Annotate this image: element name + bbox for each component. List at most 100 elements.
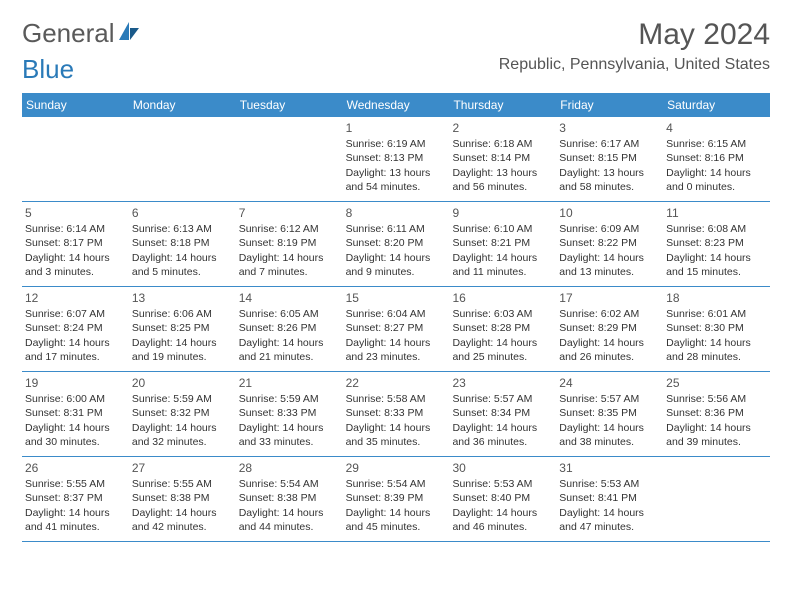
daylight-text: Daylight: 14 hours and 0 minutes. bbox=[666, 166, 767, 194]
daylight-text: Daylight: 14 hours and 25 minutes. bbox=[452, 336, 553, 364]
day-number: 3 bbox=[559, 120, 660, 136]
sunset-text: Sunset: 8:32 PM bbox=[132, 406, 233, 420]
daylight-text: Daylight: 14 hours and 19 minutes. bbox=[132, 336, 233, 364]
day-cell: 27Sunrise: 5:55 AMSunset: 8:38 PMDayligh… bbox=[129, 457, 236, 541]
day-number: 18 bbox=[666, 290, 767, 306]
sunrise-text: Sunrise: 6:17 AM bbox=[559, 137, 660, 151]
sunset-text: Sunset: 8:16 PM bbox=[666, 151, 767, 165]
week-row: 1Sunrise: 6:19 AMSunset: 8:13 PMDaylight… bbox=[22, 117, 770, 202]
daylight-text: Daylight: 14 hours and 13 minutes. bbox=[559, 251, 660, 279]
sunset-text: Sunset: 8:27 PM bbox=[346, 321, 447, 335]
daylight-text: Daylight: 14 hours and 17 minutes. bbox=[25, 336, 126, 364]
day-header: Monday bbox=[129, 93, 236, 117]
day-number: 30 bbox=[452, 460, 553, 476]
sunset-text: Sunset: 8:26 PM bbox=[239, 321, 340, 335]
day-cell: 19Sunrise: 6:00 AMSunset: 8:31 PMDayligh… bbox=[22, 372, 129, 456]
sunset-text: Sunset: 8:39 PM bbox=[346, 491, 447, 505]
daylight-text: Daylight: 14 hours and 32 minutes. bbox=[132, 421, 233, 449]
sunset-text: Sunset: 8:17 PM bbox=[25, 236, 126, 250]
daylight-text: Daylight: 14 hours and 42 minutes. bbox=[132, 506, 233, 534]
sunrise-text: Sunrise: 5:54 AM bbox=[239, 477, 340, 491]
sunset-text: Sunset: 8:34 PM bbox=[452, 406, 553, 420]
sunrise-text: Sunrise: 6:10 AM bbox=[452, 222, 553, 236]
day-cell: 29Sunrise: 5:54 AMSunset: 8:39 PMDayligh… bbox=[343, 457, 450, 541]
sunset-text: Sunset: 8:41 PM bbox=[559, 491, 660, 505]
day-number: 12 bbox=[25, 290, 126, 306]
sunset-text: Sunset: 8:40 PM bbox=[452, 491, 553, 505]
daylight-text: Daylight: 14 hours and 44 minutes. bbox=[239, 506, 340, 534]
day-cell: 11Sunrise: 6:08 AMSunset: 8:23 PMDayligh… bbox=[663, 202, 770, 286]
day-number: 29 bbox=[346, 460, 447, 476]
day-cell bbox=[22, 117, 129, 201]
logo-text-1: General bbox=[22, 18, 115, 49]
day-number: 7 bbox=[239, 205, 340, 221]
day-cell: 6Sunrise: 6:13 AMSunset: 8:18 PMDaylight… bbox=[129, 202, 236, 286]
day-number: 11 bbox=[666, 205, 767, 221]
sunset-text: Sunset: 8:24 PM bbox=[25, 321, 126, 335]
day-cell: 10Sunrise: 6:09 AMSunset: 8:22 PMDayligh… bbox=[556, 202, 663, 286]
daylight-text: Daylight: 14 hours and 45 minutes. bbox=[346, 506, 447, 534]
day-number: 6 bbox=[132, 205, 233, 221]
sunset-text: Sunset: 8:28 PM bbox=[452, 321, 553, 335]
sunrise-text: Sunrise: 6:02 AM bbox=[559, 307, 660, 321]
day-header: Sunday bbox=[22, 93, 129, 117]
day-cell: 9Sunrise: 6:10 AMSunset: 8:21 PMDaylight… bbox=[449, 202, 556, 286]
daylight-text: Daylight: 14 hours and 23 minutes. bbox=[346, 336, 447, 364]
day-number: 25 bbox=[666, 375, 767, 391]
sunrise-text: Sunrise: 6:05 AM bbox=[239, 307, 340, 321]
sunrise-text: Sunrise: 5:58 AM bbox=[346, 392, 447, 406]
day-number: 1 bbox=[346, 120, 447, 136]
sunset-text: Sunset: 8:23 PM bbox=[666, 236, 767, 250]
daylight-text: Daylight: 14 hours and 46 minutes. bbox=[452, 506, 553, 534]
day-cell: 20Sunrise: 5:59 AMSunset: 8:32 PMDayligh… bbox=[129, 372, 236, 456]
sunrise-text: Sunrise: 6:14 AM bbox=[25, 222, 126, 236]
day-number: 8 bbox=[346, 205, 447, 221]
sunset-text: Sunset: 8:33 PM bbox=[239, 406, 340, 420]
logo: General bbox=[22, 18, 141, 49]
sunrise-text: Sunrise: 6:15 AM bbox=[666, 137, 767, 151]
sunset-text: Sunset: 8:35 PM bbox=[559, 406, 660, 420]
day-cell: 17Sunrise: 6:02 AMSunset: 8:29 PMDayligh… bbox=[556, 287, 663, 371]
daylight-text: Daylight: 14 hours and 3 minutes. bbox=[25, 251, 126, 279]
daylight-text: Daylight: 14 hours and 38 minutes. bbox=[559, 421, 660, 449]
daylight-text: Daylight: 14 hours and 15 minutes. bbox=[666, 251, 767, 279]
day-header: Wednesday bbox=[343, 93, 450, 117]
daylight-text: Daylight: 14 hours and 41 minutes. bbox=[25, 506, 126, 534]
week-row: 12Sunrise: 6:07 AMSunset: 8:24 PMDayligh… bbox=[22, 287, 770, 372]
day-cell: 13Sunrise: 6:06 AMSunset: 8:25 PMDayligh… bbox=[129, 287, 236, 371]
day-number: 15 bbox=[346, 290, 447, 306]
daylight-text: Daylight: 14 hours and 5 minutes. bbox=[132, 251, 233, 279]
daylight-text: Daylight: 14 hours and 21 minutes. bbox=[239, 336, 340, 364]
sunset-text: Sunset: 8:21 PM bbox=[452, 236, 553, 250]
day-cell: 21Sunrise: 5:59 AMSunset: 8:33 PMDayligh… bbox=[236, 372, 343, 456]
day-cell: 26Sunrise: 5:55 AMSunset: 8:37 PMDayligh… bbox=[22, 457, 129, 541]
day-number: 10 bbox=[559, 205, 660, 221]
day-cell: 31Sunrise: 5:53 AMSunset: 8:41 PMDayligh… bbox=[556, 457, 663, 541]
daylight-text: Daylight: 14 hours and 33 minutes. bbox=[239, 421, 340, 449]
day-header: Friday bbox=[556, 93, 663, 117]
sunset-text: Sunset: 8:18 PM bbox=[132, 236, 233, 250]
day-cell: 28Sunrise: 5:54 AMSunset: 8:38 PMDayligh… bbox=[236, 457, 343, 541]
sunrise-text: Sunrise: 6:04 AM bbox=[346, 307, 447, 321]
week-row: 5Sunrise: 6:14 AMSunset: 8:17 PMDaylight… bbox=[22, 202, 770, 287]
daylight-text: Daylight: 14 hours and 35 minutes. bbox=[346, 421, 447, 449]
title-block: May 2024 Republic, Pennsylvania, United … bbox=[499, 18, 770, 74]
daylight-text: Daylight: 14 hours and 11 minutes. bbox=[452, 251, 553, 279]
daylight-text: Daylight: 14 hours and 36 minutes. bbox=[452, 421, 553, 449]
sunrise-text: Sunrise: 5:59 AM bbox=[239, 392, 340, 406]
day-cell: 24Sunrise: 5:57 AMSunset: 8:35 PMDayligh… bbox=[556, 372, 663, 456]
day-number: 13 bbox=[132, 290, 233, 306]
day-number: 4 bbox=[666, 120, 767, 136]
sunset-text: Sunset: 8:33 PM bbox=[346, 406, 447, 420]
day-cell: 5Sunrise: 6:14 AMSunset: 8:17 PMDaylight… bbox=[22, 202, 129, 286]
day-cell: 8Sunrise: 6:11 AMSunset: 8:20 PMDaylight… bbox=[343, 202, 450, 286]
daylight-text: Daylight: 14 hours and 9 minutes. bbox=[346, 251, 447, 279]
day-number: 2 bbox=[452, 120, 553, 136]
sunrise-text: Sunrise: 5:55 AM bbox=[25, 477, 126, 491]
sunrise-text: Sunrise: 6:12 AM bbox=[239, 222, 340, 236]
day-cell: 30Sunrise: 5:53 AMSunset: 8:40 PMDayligh… bbox=[449, 457, 556, 541]
logo-text-2: Blue bbox=[22, 54, 74, 85]
sunrise-text: Sunrise: 5:59 AM bbox=[132, 392, 233, 406]
sunset-text: Sunset: 8:19 PM bbox=[239, 236, 340, 250]
sunrise-text: Sunrise: 6:18 AM bbox=[452, 137, 553, 151]
